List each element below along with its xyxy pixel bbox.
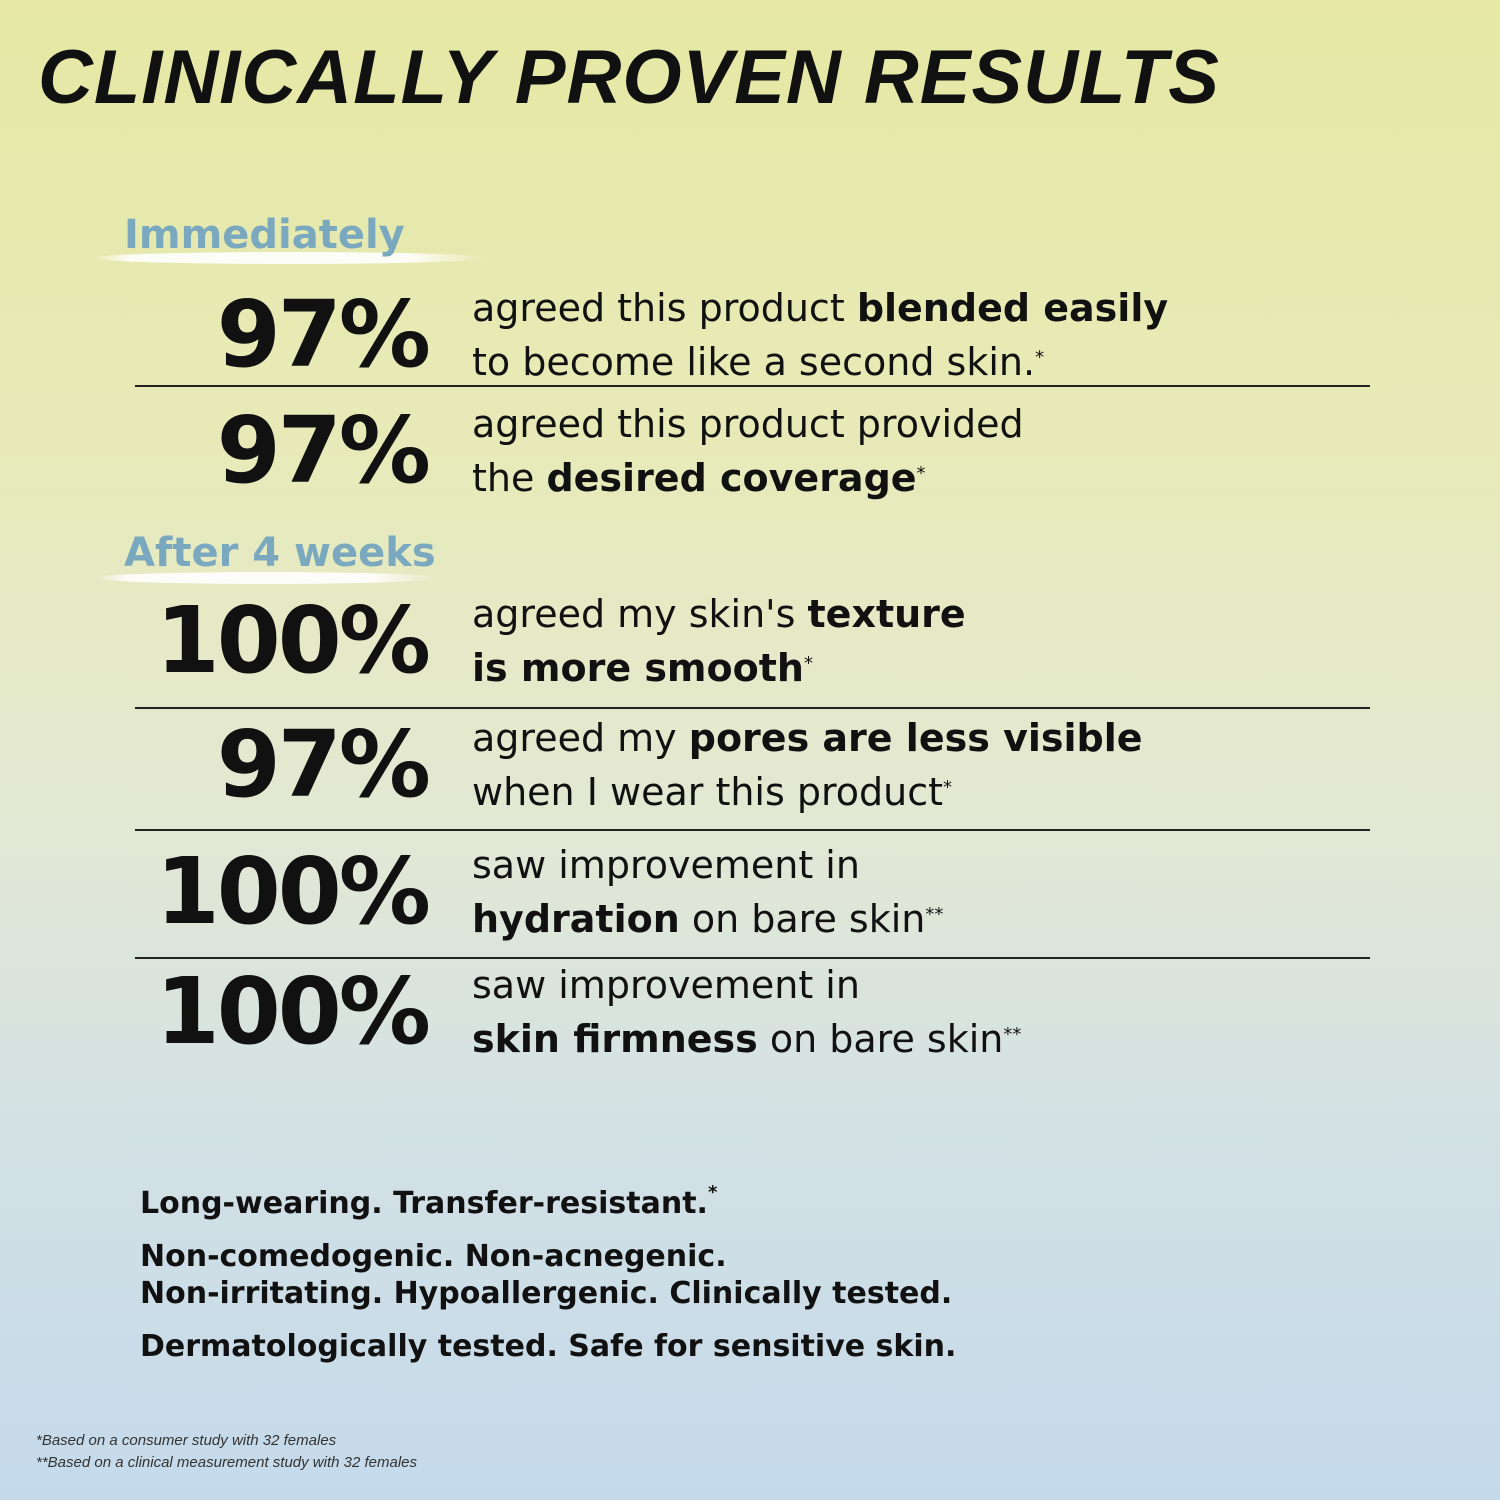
claim-text: Non-comedogenic. Non-acnegenic.: [140, 1239, 727, 1274]
claim-line: Non-irritating. Hypoallergenic. Clinical…: [140, 1276, 952, 1311]
section-after-4-weeks: After 4 weeks: [124, 530, 436, 576]
footnote: *Based on a consumer study with 32 femal…: [36, 1432, 337, 1449]
result-row: 100% saw improvement in skin firmness on b…: [0, 958, 1500, 1066]
claim-line: Long-wearing. Transfer-resistant.*: [140, 1182, 717, 1221]
divider: [135, 707, 1370, 709]
text: agreed my: [472, 716, 689, 760]
emphasis-text: is more smooth: [472, 646, 804, 690]
claim-text: Non-irritating. Hypoallergenic. Clinical…: [140, 1276, 953, 1311]
result-percent: 100%: [155, 958, 431, 1065]
divider: [135, 385, 1370, 387]
description-line: to become like a second skin.*: [472, 335, 1168, 389]
text: when I wear this product: [472, 770, 944, 814]
result-description: agreed this product provided the desired …: [472, 397, 1024, 505]
description-line: skin firmness on bare skin**: [472, 1012, 1021, 1066]
description-line: is more smooth*: [472, 641, 966, 695]
description-line: agreed this product blended easily: [472, 281, 1168, 335]
claim-line: Non-comedogenic. Non-acnegenic.: [140, 1239, 727, 1274]
footnote-marker: *: [1035, 347, 1045, 368]
result-description: agreed my pores are less visible when I w…: [472, 711, 1143, 819]
footnote-marker: **: [925, 904, 944, 925]
section-immediately: Immediately: [124, 212, 405, 258]
result-description: agreed this product blended easily to bec…: [472, 281, 1168, 389]
footnote-marker: **: [1003, 1024, 1022, 1045]
result-row: 97% agreed this product blended easily to …: [0, 281, 1500, 389]
result-row: 97% agreed my pores are less visible when …: [0, 711, 1500, 819]
divider: [135, 957, 1370, 959]
text: the: [472, 456, 547, 500]
result-percent: 100%: [155, 838, 431, 945]
result-row: 100% saw improvement in hydration on bare …: [0, 838, 1500, 946]
brush-stroke: [92, 252, 487, 264]
result-description: agreed my skin's texture is more smooth*: [472, 587, 966, 695]
emphasis-text: desired coverage: [546, 456, 917, 500]
emphasis-text: texture: [807, 592, 966, 636]
emphasis-text: blended easily: [856, 286, 1169, 330]
result-row: 97% agreed this product provided the desir…: [0, 397, 1500, 505]
description-line: agreed my skin's texture: [472, 587, 966, 641]
result-row: 100% agreed my skin's texture is more smoo…: [0, 587, 1500, 695]
claim-text: Dermatologically tested. Safe for sensit…: [140, 1329, 957, 1364]
description-line: saw improvement in: [472, 958, 1021, 1012]
description-line: when I wear this product*: [472, 765, 1143, 819]
description-line: saw improvement in: [472, 838, 943, 892]
result-percent: 100%: [155, 587, 431, 694]
description-line: hydration on bare skin**: [472, 892, 943, 946]
result-percent: 97%: [216, 397, 431, 504]
claim-line: Dermatologically tested. Safe for sensit…: [140, 1329, 956, 1364]
footnote-marker: *: [916, 463, 926, 484]
result-description: saw improvement in skin firmness on bare …: [472, 958, 1021, 1066]
description-line: agreed this product provided: [472, 397, 1024, 451]
text: saw improvement in: [472, 843, 860, 887]
result-description: saw improvement in hydration on bare skin…: [472, 838, 943, 946]
claim-text: Long-wearing. Transfer-resistant.: [140, 1186, 708, 1221]
result-percent: 97%: [216, 281, 431, 388]
text: on bare skin: [757, 1017, 1004, 1061]
text: on bare skin: [679, 897, 926, 941]
emphasis-text: hydration: [472, 897, 680, 941]
description-line: the desired coverage*: [472, 451, 1024, 505]
text: saw improvement in: [472, 963, 860, 1007]
result-percent: 97%: [216, 711, 431, 818]
brush-stroke: [94, 572, 439, 584]
text: agreed this product provided: [472, 402, 1024, 446]
page-title: CLINICALLY PROVEN RESULTS: [38, 35, 1220, 120]
divider: [135, 829, 1370, 831]
text: agreed my skin's: [472, 592, 808, 636]
footnote-marker: *: [943, 777, 953, 798]
text: to become like a second skin.: [472, 340, 1036, 384]
footnote: **Based on a clinical measurement study …: [36, 1454, 418, 1471]
emphasis-text: skin firmness: [472, 1017, 758, 1061]
footnote-marker: *: [803, 653, 813, 674]
text: agreed this product: [472, 286, 857, 330]
description-line: agreed my pores are less visible: [472, 711, 1143, 765]
emphasis-text: pores are less visible: [688, 716, 1143, 760]
footnote-marker: *: [707, 1182, 718, 1203]
